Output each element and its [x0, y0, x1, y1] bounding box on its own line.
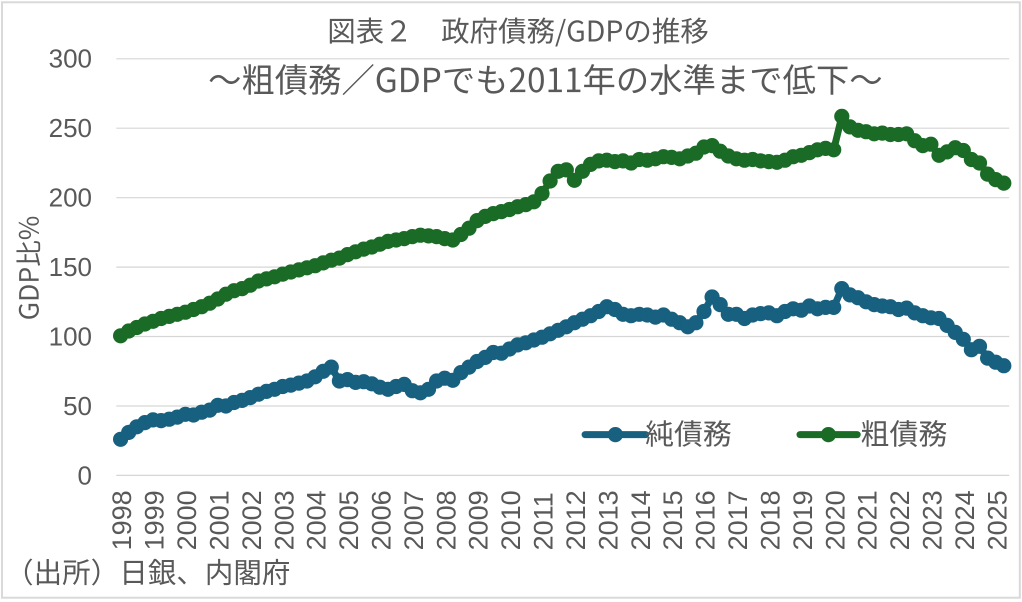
svg-text:100: 100	[49, 321, 92, 351]
svg-text:2025: 2025	[982, 490, 1012, 550]
svg-text:1998: 1998	[107, 490, 137, 550]
svg-text:2019: 2019	[788, 490, 818, 550]
svg-text:2006: 2006	[367, 490, 397, 550]
svg-text:2004: 2004	[302, 490, 332, 550]
svg-text:2005: 2005	[334, 490, 364, 550]
svg-text:2008: 2008	[431, 490, 461, 550]
svg-text:2017: 2017	[723, 490, 753, 550]
svg-text:1999: 1999	[140, 490, 170, 550]
svg-text:50: 50	[63, 391, 92, 421]
svg-text:2012: 2012	[561, 490, 591, 550]
svg-text:2021: 2021	[853, 490, 883, 550]
svg-text:2003: 2003	[269, 490, 299, 550]
svg-text:2010: 2010	[496, 490, 526, 550]
svg-text:2020: 2020	[820, 490, 850, 550]
svg-text:150: 150	[49, 252, 92, 282]
svg-text:2016: 2016	[691, 490, 721, 550]
svg-text:2023: 2023	[918, 490, 948, 550]
svg-text:2001: 2001	[204, 490, 234, 550]
svg-text:200: 200	[49, 183, 92, 213]
svg-text:2014: 2014	[626, 490, 656, 550]
svg-text:2011: 2011	[529, 492, 559, 550]
svg-text:2000: 2000	[172, 490, 202, 550]
svg-text:2015: 2015	[658, 490, 688, 550]
svg-text:300: 300	[49, 44, 92, 74]
svg-text:2007: 2007	[399, 490, 429, 550]
svg-text:2024: 2024	[950, 490, 980, 550]
svg-text:0: 0	[78, 460, 92, 490]
svg-text:2013: 2013	[593, 490, 623, 550]
svg-text:250: 250	[49, 113, 92, 143]
svg-text:2022: 2022	[885, 490, 915, 550]
svg-text:2009: 2009	[464, 490, 494, 550]
svg-text:2002: 2002	[237, 490, 267, 550]
svg-text:2018: 2018	[755, 490, 785, 550]
